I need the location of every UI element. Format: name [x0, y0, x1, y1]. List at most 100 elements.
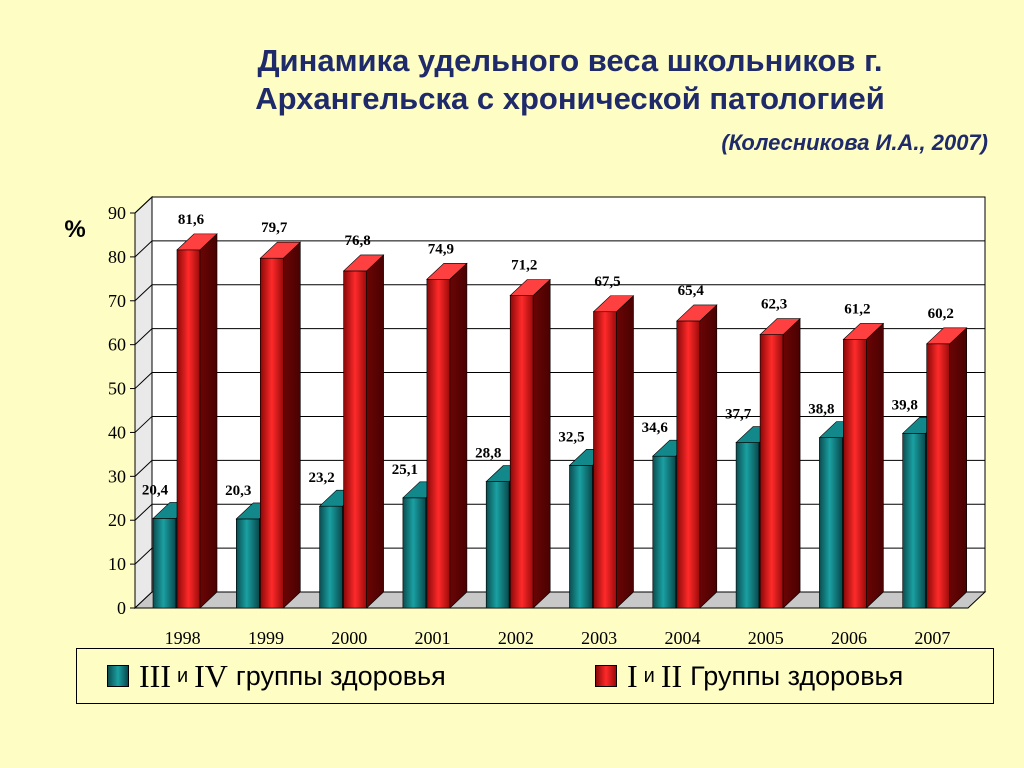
bar-group-1-2-side [949, 327, 968, 609]
bar-group-3-4-value-label: 38,8 [808, 402, 834, 418]
title-line-1: Динамика удельного веса школьников г. [257, 43, 883, 78]
y-tick-label: 30 [108, 466, 126, 486]
bar-group-3-4-value-label: 28,8 [475, 446, 501, 462]
bar-group-1-2-side [449, 262, 468, 609]
bar-group-3-4-front [402, 497, 427, 609]
bar-group-1-2-side [366, 254, 384, 609]
legend-item-group-1-2: I и II Группы здоровья [595, 657, 904, 694]
y-tick-label: 60 [108, 335, 126, 355]
bar-group-1-2-value-label: 74,9 [428, 241, 454, 257]
bar-group-1-2-value-label: 71,2 [511, 258, 537, 274]
legend-conj: и [643, 664, 655, 687]
y-tick-label: 80 [108, 247, 126, 267]
bar-group-3-4-front [485, 481, 510, 609]
bar-group-1-2-side [616, 295, 634, 609]
legend-conj: и [176, 664, 189, 687]
legend-roman-b: II [660, 657, 683, 694]
x-tick-label: 1998 [165, 628, 201, 648]
x-tick-label: 2007 [914, 628, 950, 648]
chart-title: Динамика удельного веса школьников г. Ар… [150, 42, 990, 118]
y-tick-label: 50 [108, 379, 126, 399]
bar-group-1-2-side [532, 278, 551, 609]
bar-group-1-2-top [676, 304, 718, 322]
legend-roman-b: IV [194, 657, 228, 694]
bar-group-3-4-front [236, 518, 260, 609]
bar-group-1-2-value-label: 81,6 [178, 212, 205, 228]
bar-group-1-2-value-label: 62,3 [761, 297, 787, 313]
legend-swatch-teal [107, 665, 129, 687]
bar-group-1-2-top [759, 318, 801, 335]
bar-group-3-4-front [902, 433, 927, 609]
y-tick-label: 0 [117, 598, 126, 618]
bar-group-1-2-value-label: 76,8 [344, 233, 370, 249]
bar-group-1-2-front [176, 249, 201, 609]
bar-group-1-2-top [592, 295, 635, 313]
gridline [134, 196, 985, 214]
plot-side-wall [134, 195, 153, 610]
bar-group-3-4-front [319, 505, 343, 609]
x-tick-label: 1999 [248, 628, 284, 648]
bar-group-3-4-value-label: 34,6 [642, 420, 669, 436]
bar-group-3-4-value-label: 39,8 [892, 397, 918, 413]
y-tick-label: 70 [108, 291, 126, 311]
bar-group-1-2-value-label: 79,7 [261, 220, 288, 236]
gridline [134, 240, 985, 258]
gridline [134, 284, 985, 302]
x-tick-label: 2004 [664, 628, 700, 648]
x-tick-label: 2002 [498, 628, 534, 648]
title-line-2: Архангельска с хронической патологией [255, 81, 885, 116]
bar-group-3-4-value-label: 23,2 [308, 470, 334, 486]
bar-group-3-4-value-label: 20,3 [225, 483, 251, 499]
bar-group-1-2-value-label: 60,2 [928, 306, 954, 322]
bar-group-1-2-side [199, 233, 218, 609]
y-tick-label: 40 [108, 422, 126, 442]
bar-group-1-2-side [866, 322, 884, 609]
bar-group-1-2-front [759, 334, 784, 609]
legend: III и IV группы здоровья I и II Группы з… [76, 648, 994, 704]
legend-swatch-red [595, 665, 617, 687]
bar-group-1-2-front [343, 270, 367, 609]
bar-group-1-2-top [426, 262, 468, 280]
bar-group-3-4-value-label: 37,7 [725, 407, 752, 423]
y-tick-label: 10 [108, 554, 126, 574]
bar-group-3-4-front [819, 437, 843, 609]
bar-group-1-2-top [842, 323, 885, 340]
bar-group-1-2-front [259, 257, 284, 609]
bar-group-1-2-top [176, 233, 218, 251]
bar-group-3-4-value-label: 32,5 [558, 429, 584, 445]
bar-group-1-2-side [782, 317, 801, 609]
bar-group-1-2-front [843, 339, 867, 609]
bar-group-3-4-front [652, 455, 677, 609]
x-tick-label: 2003 [581, 628, 617, 648]
legend-roman-a: III [139, 657, 171, 694]
x-tick-label: 2006 [831, 628, 867, 648]
source-citation: (Колесникова И.А., 2007) [721, 130, 988, 155]
bar-group-3-4-front [735, 442, 760, 609]
bar-group-1-2-top [342, 254, 385, 272]
x-tick-label: 2000 [331, 628, 367, 648]
bar-group-1-2-top [925, 327, 968, 345]
bar-group-1-2-top [509, 279, 551, 296]
legend-item-group-3-4: III и IV группы здоровья [107, 657, 446, 694]
bar-group-1-2-value-label: 67,5 [594, 274, 620, 290]
bar-group-1-2-value-label: 65,4 [678, 283, 705, 299]
y-axis-label: % [64, 216, 85, 243]
legend-text: группы здоровья [235, 660, 446, 691]
bar-group-1-2-side [282, 241, 301, 609]
bar-group-1-2-front [593, 311, 617, 609]
legend-roman-a: I [627, 657, 638, 694]
bar-group-1-2-top [259, 241, 302, 259]
y-tick-label: 20 [108, 510, 126, 530]
legend-text: Группы здоровья [690, 660, 904, 691]
bar-group-1-2-front [676, 320, 701, 609]
bar-group-3-4-value-label: 25,1 [392, 462, 418, 478]
bar-group-1-2-value-label: 61,2 [844, 301, 870, 317]
x-tick-label: 2005 [748, 628, 784, 648]
bar-group-1-2-front [426, 278, 451, 609]
bar-group-1-2-front [926, 343, 951, 609]
x-tick-label: 2001 [415, 628, 451, 648]
bar-group-3-4-front [569, 465, 593, 609]
bar-group-1-2-side [699, 304, 718, 609]
y-tick-label: 90 [108, 203, 126, 223]
